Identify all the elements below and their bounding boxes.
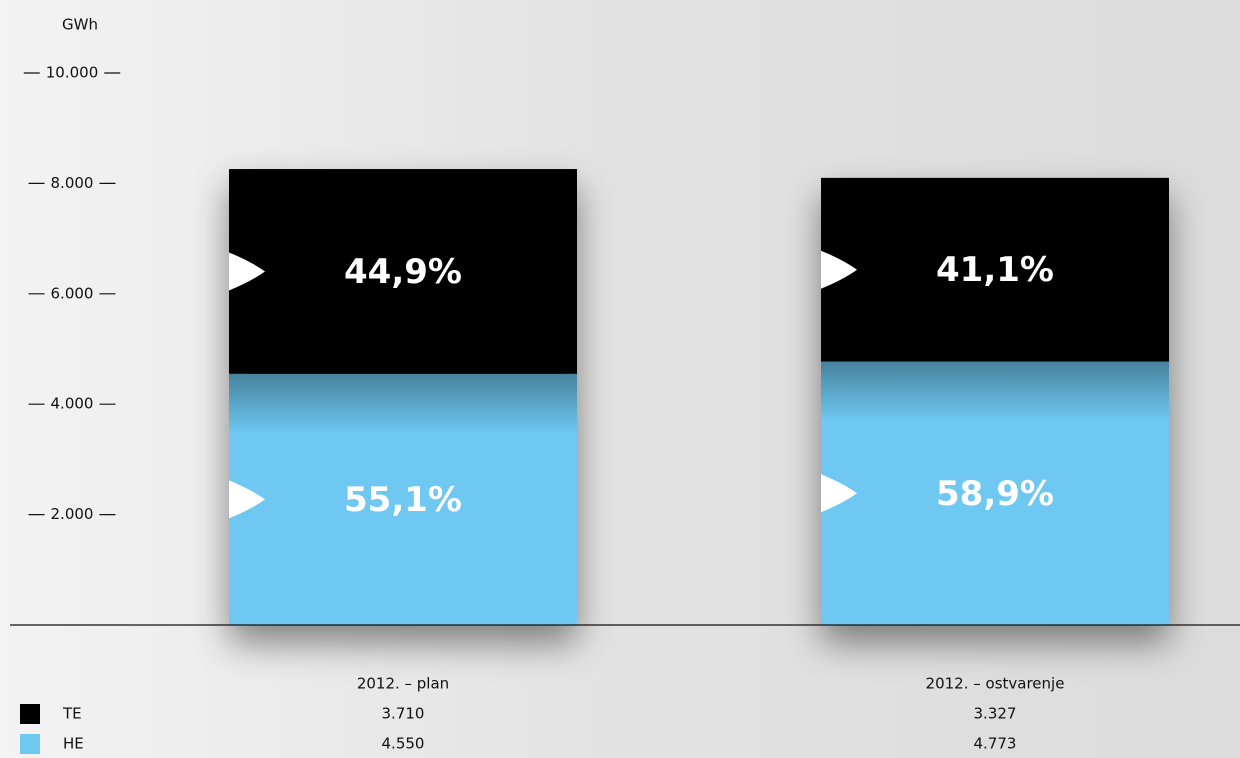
segment-shade (821, 361, 1169, 422)
marker (821, 474, 857, 513)
y-tick-label: 8.000 (51, 174, 94, 192)
segment-shade (229, 373, 577, 434)
marker (821, 250, 857, 289)
y-tick-label: 10.000 (46, 64, 99, 82)
y-unit: GWh (62, 16, 98, 34)
y-tick-label: 6.000 (51, 284, 94, 302)
value-label: 3.327 (974, 705, 1017, 723)
percent-label: 44,9% (344, 252, 462, 292)
bar-segment (821, 177, 1169, 362)
percent-label: 58,9% (936, 474, 1054, 514)
percent-label: 55,1% (344, 480, 462, 520)
bar-segment (229, 169, 577, 374)
marker (229, 252, 265, 291)
value-label: 4.773 (974, 735, 1017, 753)
percent-label: 41,1% (936, 250, 1054, 290)
y-tick-label: 4.000 (51, 395, 94, 413)
legend-label: HE (63, 735, 84, 753)
legend-swatch (20, 734, 40, 754)
legend-label: TE (62, 705, 82, 723)
y-tick-label: 2.000 (51, 505, 94, 523)
marker (229, 480, 265, 519)
value-label: 3.710 (382, 705, 425, 723)
x-tick-label: 2012. – plan (357, 675, 449, 693)
x-tick-label: 2012. – ostvarenje (926, 675, 1065, 693)
value-label: 4.550 (382, 735, 425, 753)
legend-swatch (20, 704, 40, 724)
